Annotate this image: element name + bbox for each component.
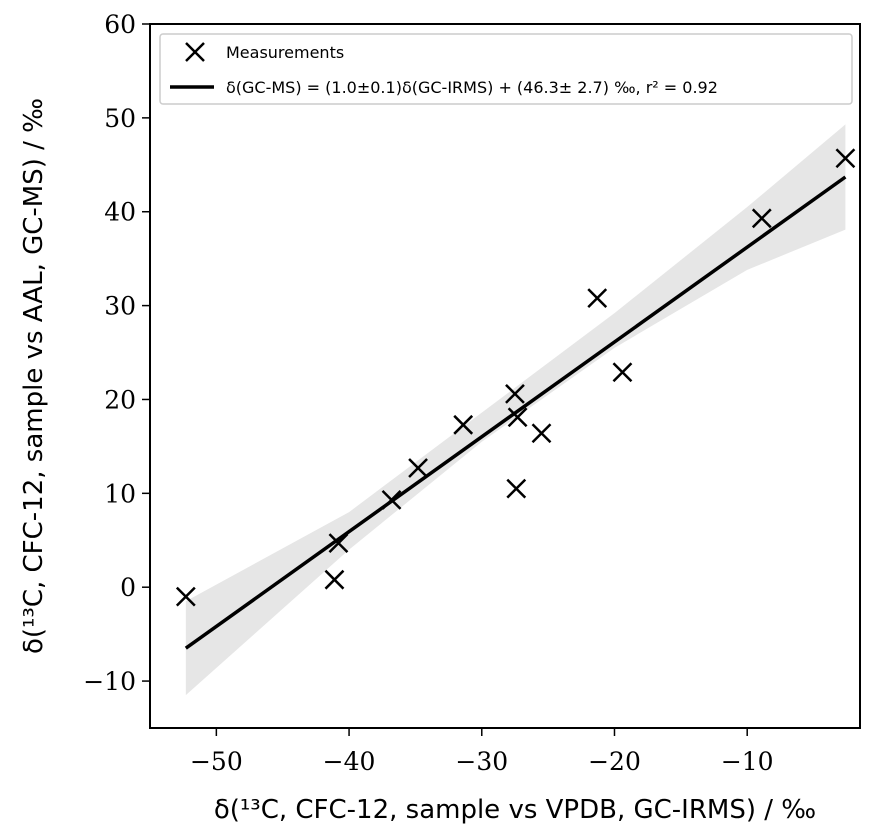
plot-frame — [149, 23, 861, 729]
confidence-band — [185, 124, 846, 696]
data-point-8 — [506, 478, 527, 499]
data-point-1 — [324, 569, 345, 590]
y-axis-ticks: −10 0 10 20 30 40 50 60 — [83, 10, 150, 696]
legend-label-fit: δ(GC-MS) = (1.0±0.1)δ(GC-IRMS) + (46.3± … — [226, 78, 718, 97]
fit-line — [184, 175, 847, 650]
fit-line-layer — [184, 175, 847, 650]
x-axis-ticks: −50 −40 −30 −20 −10 — [190, 728, 774, 776]
data-point-5 — [453, 414, 474, 435]
data-point-11 — [612, 362, 633, 383]
y-tick-label: −10 — [83, 667, 136, 696]
legend: Measurements δ(GC-MS) = (1.0±0.1)δ(GC-IR… — [159, 33, 853, 105]
legend-marker-measurements — [185, 42, 205, 62]
data-point-3 — [381, 490, 402, 510]
x-tick-label: −40 — [323, 747, 376, 776]
data-point-10 — [587, 288, 608, 308]
data-point-4 — [408, 458, 428, 478]
x-axis-label: δ(¹³C, CFC-12, sample vs VPDB, GC-IRMS) … — [214, 795, 816, 825]
y-tick-label: 60 — [104, 10, 136, 39]
data-point-9 — [531, 423, 552, 444]
y-axis-label: δ(¹³C, CFC-12, sample vs AAL, GC-MS) / ‰ — [19, 98, 49, 654]
y-tick-label: 40 — [104, 198, 136, 227]
y-tick-label: 10 — [104, 479, 136, 508]
data-point-7 — [507, 407, 528, 428]
y-tick-label: 30 — [104, 292, 136, 321]
legend-label-measurements: Measurements — [226, 43, 344, 62]
y-tick-label: 20 — [104, 385, 136, 414]
data-point-0 — [175, 586, 196, 607]
x-tick-label: −10 — [721, 747, 774, 776]
y-tick-label: 50 — [104, 104, 136, 133]
measurement-points-layer — [175, 148, 856, 607]
x-tick-label: −30 — [455, 747, 508, 776]
y-tick-label: 0 — [120, 573, 136, 602]
confidence-band-layer — [185, 124, 846, 696]
data-point-2 — [328, 533, 349, 553]
data-point-12 — [751, 208, 772, 229]
legend-box — [159, 33, 853, 105]
x-tick-label: −20 — [588, 747, 641, 776]
x-tick-label: −50 — [190, 747, 243, 776]
data-point-13 — [835, 148, 856, 169]
data-point-6 — [505, 383, 525, 404]
